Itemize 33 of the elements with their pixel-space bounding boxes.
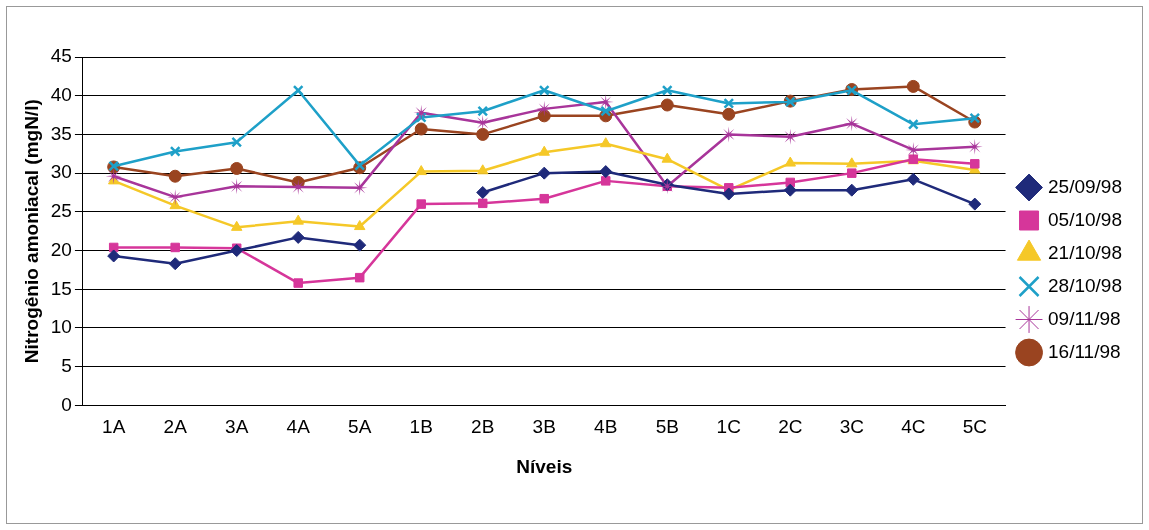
legend-label: 09/11/98: [1048, 307, 1121, 329]
y-tick-label: 20: [50, 238, 72, 260]
x-tick-label: 1A: [102, 416, 126, 438]
x-tick-label: 1B: [409, 416, 433, 438]
y-tick-label: 45: [50, 45, 72, 67]
legend-label: 21/10/98: [1048, 241, 1123, 263]
legend-label: 28/10/98: [1048, 274, 1123, 296]
x-tick-label: 5B: [655, 416, 679, 438]
x-tick-label: 1C: [716, 416, 741, 438]
x-tick-label: 2B: [471, 416, 495, 438]
x-axis-title: Níveis: [516, 455, 573, 477]
y-tick-label: 35: [50, 122, 72, 144]
x-tick-label: 4A: [286, 416, 311, 438]
x-tick-label: 4B: [594, 416, 618, 438]
legend-label: 16/11/98: [1048, 340, 1121, 362]
legend-label: 05/10/98: [1048, 208, 1123, 230]
y-tick-label: 40: [50, 83, 72, 105]
x-tick-label: 3A: [225, 416, 249, 438]
y-tick-label: 5: [61, 354, 72, 376]
x-tick-label: 2A: [163, 416, 188, 438]
legend-label: 25/09/98: [1048, 175, 1123, 197]
y-tick-label: 10: [50, 316, 72, 338]
x-tick-label: 2C: [778, 416, 803, 438]
x-tick-label: 5C: [962, 416, 987, 438]
x-tick-label: 3B: [532, 416, 556, 438]
y-axis-title: Nitrogênio amoniacal (mgN/l): [20, 99, 42, 364]
x-tick-label: 4C: [901, 416, 926, 438]
y-tick-label: 30: [50, 161, 72, 183]
x-tick-label: 5A: [348, 416, 372, 438]
y-tick-label: 0: [61, 393, 72, 415]
y-tick-label: 25: [50, 200, 72, 222]
x-tick-label: 3C: [839, 416, 864, 438]
y-tick-label: 15: [50, 277, 72, 299]
